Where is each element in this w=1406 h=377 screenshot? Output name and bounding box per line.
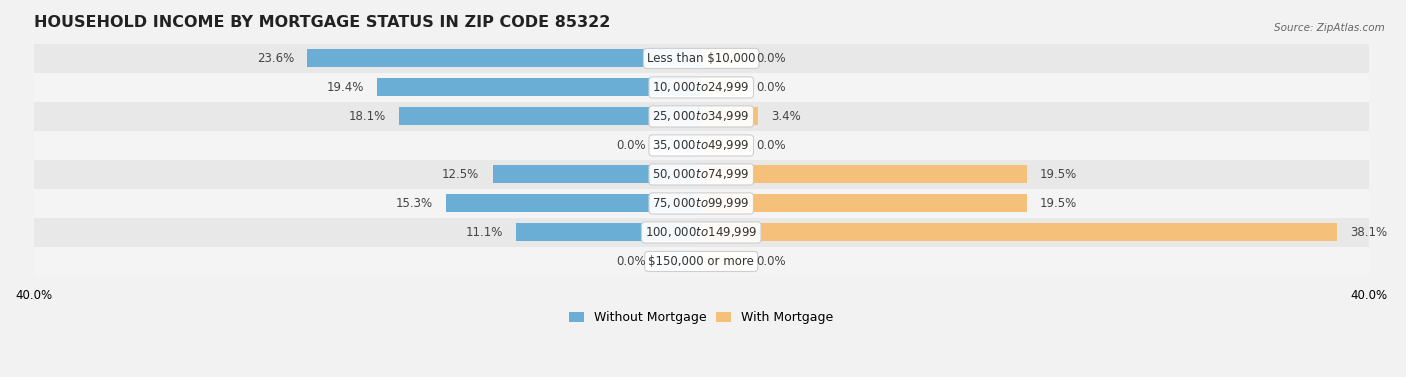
Text: 0.0%: 0.0%: [616, 255, 647, 268]
Text: Source: ZipAtlas.com: Source: ZipAtlas.com: [1274, 23, 1385, 33]
Text: Less than $10,000: Less than $10,000: [647, 52, 755, 65]
Bar: [702, 107, 758, 126]
Text: 19.5%: 19.5%: [1040, 197, 1077, 210]
Bar: [659, 253, 702, 270]
Bar: [34, 160, 1369, 189]
Text: $50,000 to $74,999: $50,000 to $74,999: [652, 167, 749, 181]
Legend: Without Mortgage, With Mortgage: Without Mortgage, With Mortgage: [564, 306, 838, 329]
Bar: [34, 189, 1369, 218]
Text: 38.1%: 38.1%: [1351, 226, 1388, 239]
Text: 0.0%: 0.0%: [756, 139, 786, 152]
Text: 23.6%: 23.6%: [257, 52, 294, 65]
Text: 0.0%: 0.0%: [756, 255, 786, 268]
Bar: [34, 131, 1369, 160]
Text: $25,000 to $34,999: $25,000 to $34,999: [652, 109, 749, 123]
Text: 3.4%: 3.4%: [772, 110, 801, 123]
Text: HOUSEHOLD INCOME BY MORTGAGE STATUS IN ZIP CODE 85322: HOUSEHOLD INCOME BY MORTGAGE STATUS IN Z…: [34, 15, 610, 30]
Bar: [34, 102, 1369, 131]
Text: 19.4%: 19.4%: [326, 81, 364, 94]
Text: 0.0%: 0.0%: [616, 139, 647, 152]
Bar: [34, 44, 1369, 73]
Bar: [702, 195, 1026, 213]
Bar: [446, 195, 702, 213]
Text: 15.3%: 15.3%: [395, 197, 433, 210]
Bar: [702, 78, 742, 97]
Text: $10,000 to $24,999: $10,000 to $24,999: [652, 80, 749, 94]
Text: $150,000 or more: $150,000 or more: [648, 255, 754, 268]
Bar: [377, 78, 702, 97]
Bar: [308, 49, 702, 67]
Bar: [702, 224, 1337, 241]
Text: 0.0%: 0.0%: [756, 52, 786, 65]
Bar: [659, 136, 702, 155]
Bar: [34, 218, 1369, 247]
Text: $35,000 to $49,999: $35,000 to $49,999: [652, 138, 749, 152]
Text: $75,000 to $99,999: $75,000 to $99,999: [652, 196, 749, 210]
Bar: [34, 247, 1369, 276]
Bar: [702, 49, 742, 67]
Text: 12.5%: 12.5%: [441, 168, 479, 181]
Bar: [34, 73, 1369, 102]
Bar: [492, 166, 702, 184]
Text: $100,000 to $149,999: $100,000 to $149,999: [645, 225, 758, 239]
Text: 11.1%: 11.1%: [465, 226, 502, 239]
Text: 19.5%: 19.5%: [1040, 168, 1077, 181]
Bar: [702, 253, 742, 270]
Bar: [516, 224, 702, 241]
Bar: [702, 166, 1026, 184]
Bar: [399, 107, 702, 126]
Bar: [702, 136, 742, 155]
Text: 18.1%: 18.1%: [349, 110, 385, 123]
Text: 0.0%: 0.0%: [756, 81, 786, 94]
